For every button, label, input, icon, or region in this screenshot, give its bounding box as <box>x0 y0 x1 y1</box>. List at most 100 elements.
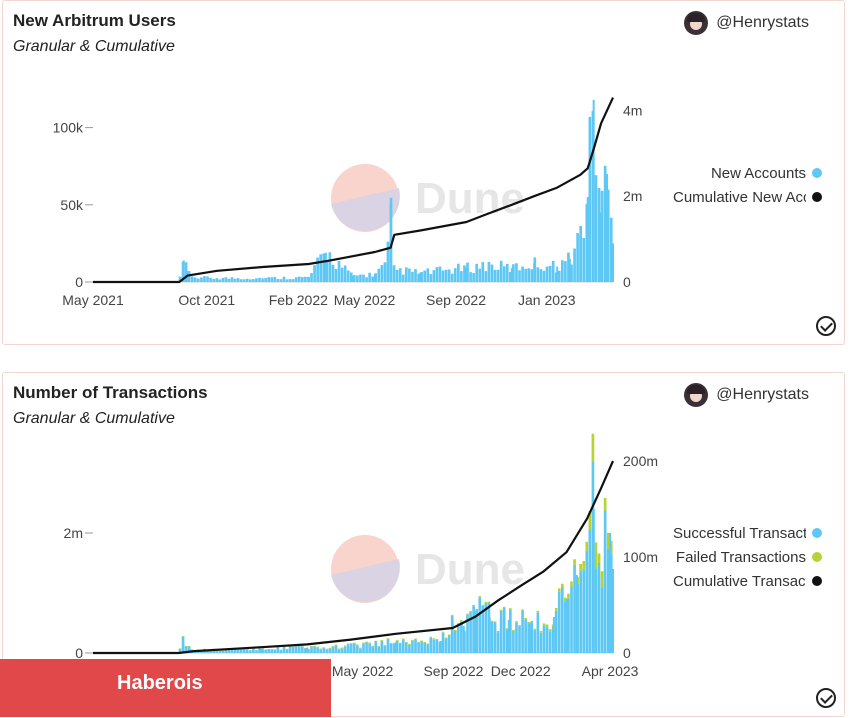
bar-successful-transactions <box>472 606 475 653</box>
bar-new-accounts <box>429 274 433 282</box>
bar-successful-transactions <box>316 647 319 653</box>
bar-successful-transactions <box>481 605 485 653</box>
bar-peak <box>349 646 352 653</box>
bar-successful-transactions <box>411 640 414 653</box>
bar-failed-transactions <box>187 645 191 647</box>
bar-new-accounts <box>405 267 408 282</box>
bar-new-accounts <box>548 265 552 282</box>
bar-successful-transactions <box>331 646 335 653</box>
check-circle-icon[interactable] <box>816 688 836 708</box>
bar-new-accounts <box>279 279 283 282</box>
bar-successful-transactions <box>493 622 497 653</box>
bar-failed-transactions <box>518 625 521 627</box>
watermark-logo-icon <box>331 188 400 231</box>
bar-failed-transactions <box>515 621 518 623</box>
bar-successful-transactions <box>414 639 417 653</box>
panel-subtitle: Granular & Cumulative <box>13 38 175 55</box>
bar-failed-transactions <box>499 609 503 611</box>
bar-failed-transactions <box>349 643 353 644</box>
bar-new-accounts <box>184 262 188 282</box>
bar-successful-transactions <box>383 646 387 653</box>
bar-failed-transactions <box>594 542 598 569</box>
bar-peak <box>603 539 606 653</box>
bar-peak <box>592 99 595 282</box>
legend-item-cumulative[interactable]: Cumulative New Accounts <box>673 185 822 209</box>
bar-new-accounts <box>380 265 384 282</box>
bar-peak <box>488 617 491 653</box>
bar-failed-transactions <box>343 645 347 647</box>
bar-successful-transactions <box>609 554 613 653</box>
check-circle-icon[interactable] <box>816 316 836 336</box>
bar-failed-transactions <box>264 649 267 650</box>
legend-item-cumulative[interactable]: Cumulative Transactions <box>673 569 822 593</box>
legend-item-new-accounts[interactable]: New Accounts <box>673 161 822 185</box>
bar-new-accounts <box>457 263 460 282</box>
bar-peak <box>579 235 582 282</box>
bar-new-accounts <box>438 266 442 282</box>
bar-new-accounts <box>450 273 454 282</box>
bar-successful-transactions <box>405 642 408 653</box>
bar-peak <box>306 647 309 653</box>
bar-failed-transactions <box>429 636 433 638</box>
bar-successful-transactions <box>545 626 549 653</box>
y-left-tick-label: 2m <box>64 525 83 541</box>
chart-new-users: Dune 0 50k 100k 0 2m 4m May 2021 Oct 2021 Feb 202… <box>53 97 642 308</box>
bar-failed-transactions <box>570 581 573 587</box>
legend-label: New Accounts <box>710 164 806 182</box>
author-link[interactable]: @Henrystats <box>684 383 809 407</box>
bar-new-accounts <box>606 189 610 282</box>
bar-new-accounts <box>331 264 335 282</box>
bar-new-accounts <box>539 269 543 282</box>
bar-new-accounts <box>536 267 540 282</box>
bar-successful-transactions <box>337 649 341 653</box>
bar-new-accounts <box>276 278 280 282</box>
legend-item-successful[interactable]: Successful Transactions <box>673 521 822 545</box>
bar-new-accounts <box>395 269 399 282</box>
bar-successful-transactions <box>423 642 427 653</box>
bar-successful-transactions <box>582 569 586 653</box>
bar-new-accounts <box>206 276 209 282</box>
bar-new-accounts <box>441 270 445 282</box>
bar-new-accounts <box>401 274 405 282</box>
legend-dot-icon <box>812 576 822 586</box>
author-name: @Henrystats <box>716 14 809 31</box>
bar-successful-transactions <box>255 650 258 653</box>
author-link[interactable]: @Henrystats <box>684 11 809 35</box>
bar-successful-transactions <box>460 621 463 653</box>
bar-failed-transactions <box>328 647 332 649</box>
bar-new-accounts <box>255 278 258 282</box>
bar-failed-transactions <box>411 639 414 641</box>
x-tick-label: Sep 2022 <box>423 663 483 679</box>
bar-failed-transactions <box>273 649 277 650</box>
bar-failed-transactions <box>331 646 335 647</box>
bar-new-accounts <box>297 276 301 282</box>
bar-successful-transactions <box>353 643 356 653</box>
bar-peak <box>474 611 477 653</box>
bar-new-accounts <box>239 279 243 282</box>
bar-new-accounts <box>270 277 274 282</box>
bar-failed-transactions <box>377 645 381 647</box>
bar-successful-transactions <box>221 650 225 653</box>
bar-successful-transactions <box>539 632 543 653</box>
bar-new-accounts <box>267 277 271 282</box>
bar-new-accounts <box>386 241 390 282</box>
bar-peak <box>386 263 389 282</box>
bar-new-accounts <box>233 278 237 282</box>
banner-text: Haberois <box>117 672 203 694</box>
bar-successful-transactions <box>325 649 329 653</box>
bar-failed-transactions <box>414 638 417 640</box>
bar-new-accounts <box>398 268 402 282</box>
bar-new-accounts <box>478 268 482 282</box>
bar-failed-transactions <box>261 648 264 649</box>
legend-dot-icon <box>812 192 822 202</box>
legend-item-failed[interactable]: Failed Transactions <box>673 545 822 569</box>
bar-new-accounts <box>426 268 430 282</box>
bar-successful-transactions <box>178 648 182 653</box>
bar-peak <box>600 212 603 282</box>
bar-failed-transactions <box>453 630 457 631</box>
bar-new-accounts <box>469 272 472 282</box>
bar-new-accounts <box>564 261 567 282</box>
bar-new-accounts <box>420 272 423 282</box>
bar-new-accounts <box>349 272 353 282</box>
y-left-tick-label: 0 <box>75 274 83 290</box>
